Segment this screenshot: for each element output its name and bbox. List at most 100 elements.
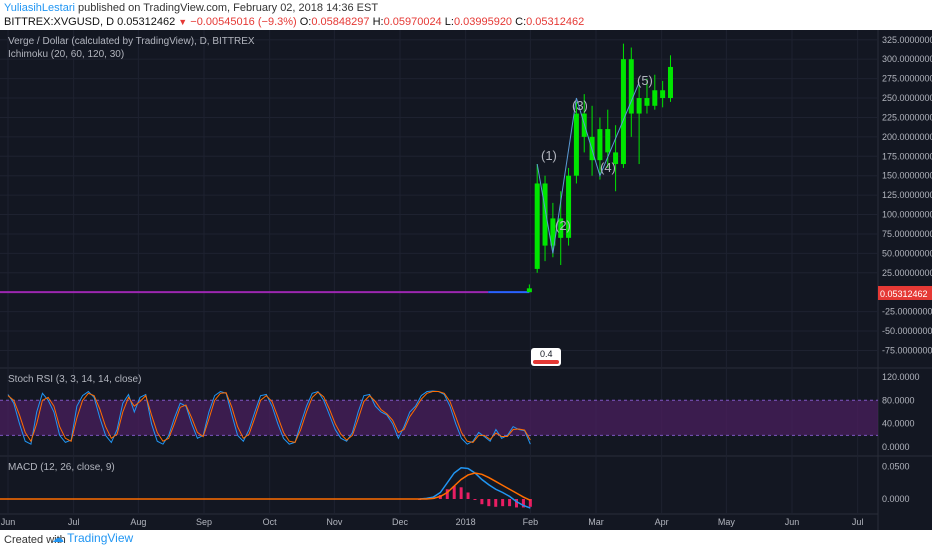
publish-line: YuliasihLestari published on TradingView… — [4, 2, 378, 16]
macd-hist-bar — [514, 499, 518, 508]
stoch-tick-label: 80.0000 — [882, 395, 915, 405]
low-label: L: — [444, 16, 454, 28]
x-tick-label: Feb — [523, 517, 539, 527]
y-tick-label: 325.00000000 — [882, 35, 932, 45]
candle-body — [526, 288, 532, 293]
high-value: 0.05970024 — [383, 16, 442, 28]
change-value: −0.00545016 (−9.3%) — [190, 16, 297, 28]
chart-area[interactable]: (1) (2) (3) (4) (5) 0.4 0.05312462 325.0… — [0, 30, 932, 530]
marker-text: 0.4 — [540, 349, 553, 359]
y-tick-label: 100.00000000 — [882, 210, 932, 220]
author-link[interactable]: YuliasihLestari — [4, 2, 75, 14]
y-tick-label: 200.00000000 — [882, 132, 932, 142]
stoch-band — [0, 400, 878, 436]
candle-body — [613, 152, 619, 165]
macd-hist-bar — [452, 486, 456, 499]
macd-hist-bar — [501, 499, 505, 507]
y-tick-label: 125.00000000 — [882, 190, 932, 200]
wave-label-1: (1) — [541, 148, 557, 163]
y-tick-label: 25.00000000 — [882, 268, 932, 278]
wave-labels: (1) (2) (3) (4) (5) — [541, 73, 653, 233]
published-text: published on TradingView.com, February 0… — [78, 2, 379, 14]
y-tick-label: -50.00000000 — [882, 326, 932, 336]
price-axis-stoch[interactable]: 120.0000 80.0000 40.0000 0.0000 — [882, 372, 920, 452]
candle-body — [636, 98, 642, 114]
candle-body — [652, 90, 658, 106]
macd-hist-bar — [473, 499, 477, 500]
macd-pane-title: MACD (12, 26, close, 9) — [8, 462, 115, 473]
ohlc-line: BITTREX:XVGUSD, D 0.05312462 ▼ −0.005450… — [4, 16, 584, 30]
macd-hist-bar — [508, 499, 512, 507]
stoch-pane-title: Stoch RSI (3, 3, 14, 14, close) — [8, 374, 141, 385]
wave-label-2: (2) — [555, 218, 571, 233]
vertical-grid — [7, 30, 859, 514]
x-tick-label: Jun — [1, 517, 16, 527]
wave-label-4: (4) — [600, 160, 616, 175]
close-value: 0.05312462 — [526, 16, 585, 28]
close-label: C: — [515, 16, 527, 28]
main-pane-title: Verge / Dollar (calculated by TradingVie… — [8, 36, 255, 47]
created-with-text: Created with — [4, 534, 66, 546]
macd-hist-bar — [466, 492, 470, 499]
x-tick-label: Aug — [130, 517, 146, 527]
stoch-tick-label: 0.0000 — [882, 442, 910, 452]
macd-lines — [0, 467, 531, 509]
chart-svg[interactable]: (1) (2) (3) (4) (5) 0.4 0.05312462 325.0… — [0, 30, 932, 530]
candle-body — [644, 98, 650, 106]
open-label: O: — [299, 16, 312, 28]
wave-label-3: (3) — [572, 98, 588, 113]
last-price: 0.05312462 — [117, 16, 176, 28]
x-tick-label: Jul — [68, 517, 80, 527]
stoch-series-line — [7, 391, 531, 443]
candle-body — [550, 218, 556, 246]
macd-series-line — [419, 472, 531, 501]
stoch-tick-label: 40.0000 — [882, 419, 915, 429]
candle-body — [620, 59, 626, 165]
candle-body — [667, 66, 673, 99]
marker-flag — [533, 360, 559, 364]
y-tick-label: 50.00000000 — [882, 248, 932, 258]
candles — [526, 43, 673, 293]
y-tick-label: 275.00000000 — [882, 74, 932, 84]
current-price-text: 0.05312462 — [880, 289, 928, 299]
candle-body — [534, 183, 540, 269]
high-label: H: — [372, 16, 384, 28]
candle-body — [573, 113, 579, 176]
cloud-icon: ☁ — [52, 531, 64, 545]
main-grid — [0, 39, 878, 351]
wave-label-5: (5) — [637, 73, 653, 88]
macd-hist-bar — [487, 499, 491, 507]
y-tick-label: 75.00000000 — [882, 229, 932, 239]
macd-hist-bar — [494, 499, 498, 507]
macd-hist-bar — [459, 487, 463, 499]
event-marker[interactable]: 0.4 — [531, 348, 561, 366]
candle-body — [558, 218, 564, 238]
y-tick-label: -25.00000000 — [882, 307, 932, 317]
stoch-series-line — [7, 390, 531, 445]
y-tick-label: 150.00000000 — [882, 171, 932, 181]
y-tick-label: 225.00000000 — [882, 112, 932, 122]
candle-body — [605, 129, 611, 153]
macd-hist-bar — [480, 499, 484, 505]
x-tick-label: Nov — [326, 517, 343, 527]
x-tick-label: Oct — [263, 517, 278, 527]
open-value: 0.05848297 — [311, 16, 370, 28]
candle-body — [597, 129, 603, 161]
macd-hist-bar — [528, 499, 532, 507]
elliott-wave-path — [536, 82, 640, 254]
tradingview-logo[interactable]: ☁ TradingView — [52, 531, 133, 545]
time-axis[interactable]: Jun Jul Aug Sep Oct Nov Dec 2018 Feb Mar Apr May Jun… — [1, 517, 864, 527]
x-tick-label: Mar — [588, 517, 604, 527]
footer: Created with ☁ TradingView — [0, 530, 932, 550]
candle-body — [566, 175, 572, 238]
price-axis-macd[interactable]: 0.0500 0.0000 — [882, 462, 910, 505]
stoch-tick-label: 120.0000 — [882, 372, 920, 382]
x-tick-label: Jul — [852, 517, 864, 527]
macd-hist-bar — [445, 489, 449, 499]
price-axis-main[interactable]: 325.00000000 300.00000000 275.00000000 250.… — [882, 35, 932, 356]
candle-body — [628, 59, 634, 114]
stoch-lines — [7, 390, 531, 445]
x-tick-label: May — [718, 517, 736, 527]
macd-tick-label: 0.0000 — [882, 494, 910, 504]
macd-tick-label: 0.0500 — [882, 462, 910, 472]
